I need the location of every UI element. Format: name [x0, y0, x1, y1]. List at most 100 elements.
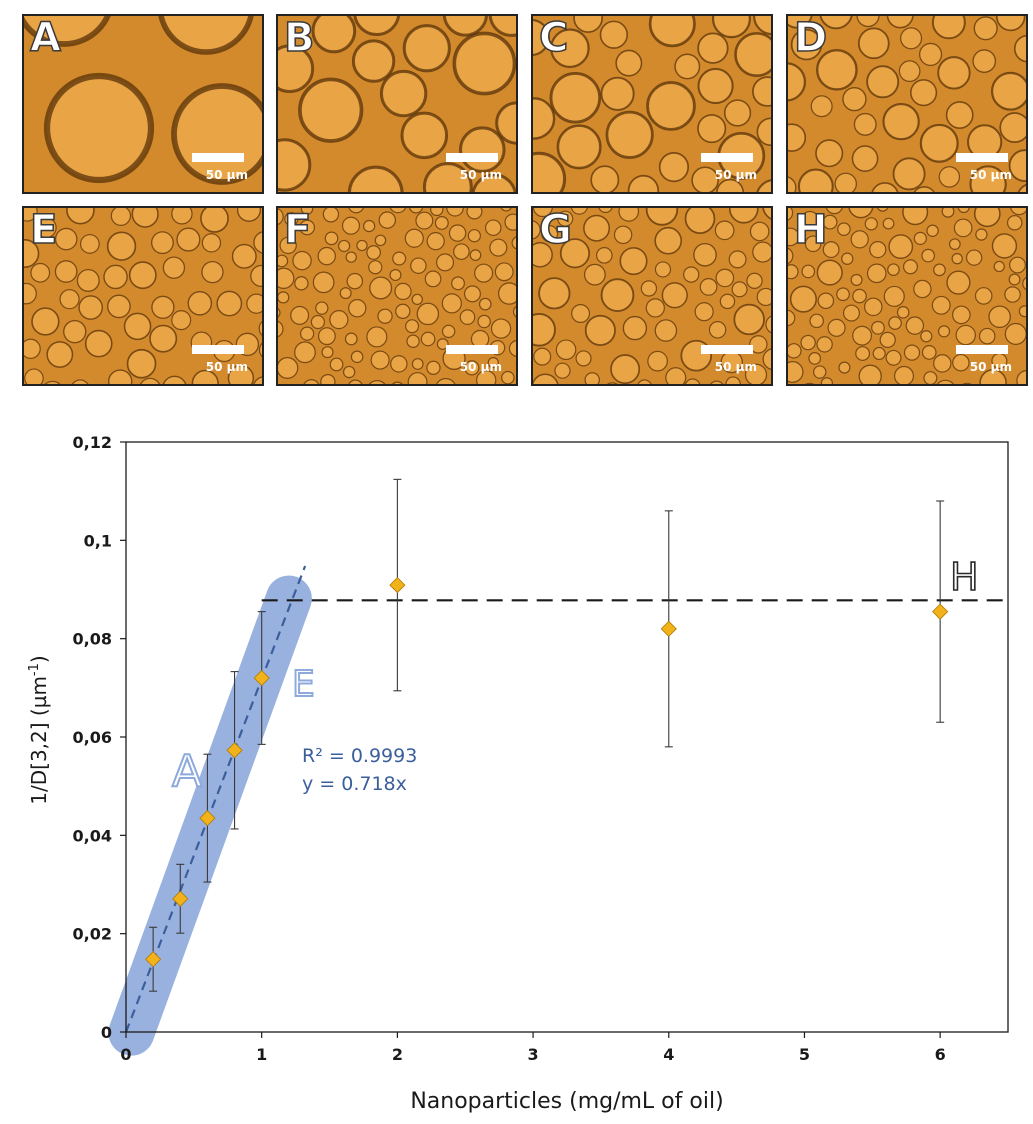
droplet [278, 254, 289, 268]
droplet [71, 379, 89, 384]
droplet [187, 290, 213, 316]
droplet [584, 372, 600, 384]
annotation-e: E [292, 664, 315, 705]
droplet [790, 28, 823, 61]
droplet [647, 350, 668, 372]
micrograph-image [788, 208, 1026, 384]
droplet [59, 289, 80, 310]
droplet [451, 276, 465, 291]
droplet [356, 239, 368, 252]
droplet [512, 306, 516, 318]
micrograph-panel-f: F 50 µm [276, 206, 518, 386]
panel-label: H [793, 207, 828, 254]
droplet [920, 330, 933, 343]
droplet [347, 165, 404, 192]
droplet [416, 302, 440, 326]
droplet [420, 331, 436, 347]
droplet [559, 238, 590, 269]
droplet [151, 295, 175, 319]
droplet [762, 348, 771, 370]
droplet [345, 251, 357, 263]
droplet [902, 208, 929, 226]
droplet [79, 234, 100, 254]
droplet [54, 227, 78, 251]
droplet [441, 324, 456, 339]
droplet [315, 301, 329, 315]
droplet [640, 280, 658, 297]
annotation-h: H [950, 555, 979, 599]
droplet [744, 363, 768, 384]
droplet [317, 327, 336, 346]
droplet [645, 298, 665, 318]
droplet [278, 267, 295, 289]
droplet [886, 16, 914, 29]
droplet [84, 329, 113, 358]
micrograph-image [788, 16, 1026, 192]
droplet [648, 16, 696, 48]
droplet [871, 182, 899, 192]
droplet [471, 173, 516, 192]
x-tick-label: 1 [256, 1045, 267, 1064]
droplet [550, 28, 590, 69]
droplet [978, 327, 996, 345]
droplet [533, 312, 556, 347]
droplet [1008, 149, 1026, 182]
droplet [415, 211, 434, 230]
droplet [965, 249, 983, 266]
droplet [426, 360, 441, 375]
droplet [246, 293, 262, 314]
droplet [615, 49, 643, 77]
droplet [808, 352, 822, 365]
droplet [872, 346, 886, 361]
droplet [311, 16, 357, 54]
droplet [882, 217, 895, 230]
panel-label: B [283, 15, 315, 62]
droplet [400, 111, 449, 160]
droplet [728, 208, 759, 224]
micrograph-panel-c: C 50 µm [531, 14, 773, 194]
droplet [973, 16, 998, 41]
droplet [227, 364, 255, 384]
droplet [231, 243, 257, 269]
droplet [538, 277, 571, 310]
droplet [469, 249, 482, 261]
droplet [320, 374, 336, 384]
droplet [1010, 208, 1026, 216]
droplet [715, 268, 735, 288]
droplet [600, 76, 635, 111]
scale-bar-label: 50 µm [205, 360, 248, 374]
droplet [946, 270, 971, 295]
y-tick-label: 0,06 [73, 728, 112, 747]
droplet [596, 247, 613, 264]
y-axis-title: 1/D[3,2] (µm-1) [27, 655, 51, 804]
droplet [312, 271, 335, 294]
micrograph-panel-d: D 50 µm [786, 14, 1028, 194]
droplet [176, 227, 201, 252]
droplet [752, 241, 771, 263]
droplet [363, 219, 376, 233]
scale-bar-label: 50 µm [459, 168, 502, 182]
droplet [533, 242, 553, 268]
droplet [605, 110, 654, 159]
scale-bar [192, 345, 244, 354]
droplet [850, 230, 869, 249]
droplet [610, 354, 641, 384]
droplet [151, 231, 174, 255]
droplet [697, 114, 727, 144]
droplet [394, 282, 412, 301]
droplet [646, 81, 696, 131]
droplet [76, 268, 100, 292]
droplet [321, 346, 334, 359]
droplet [756, 117, 771, 147]
droplet [788, 309, 796, 327]
droplet [294, 276, 309, 291]
x-tick-label: 5 [799, 1045, 810, 1064]
droplet [756, 179, 771, 192]
droplet [442, 16, 488, 37]
y-tick-label: 0,12 [73, 433, 112, 452]
droplet [697, 32, 729, 64]
droplet [290, 305, 310, 325]
droplet [627, 174, 660, 192]
droplet [337, 239, 351, 253]
droplet [645, 208, 679, 226]
